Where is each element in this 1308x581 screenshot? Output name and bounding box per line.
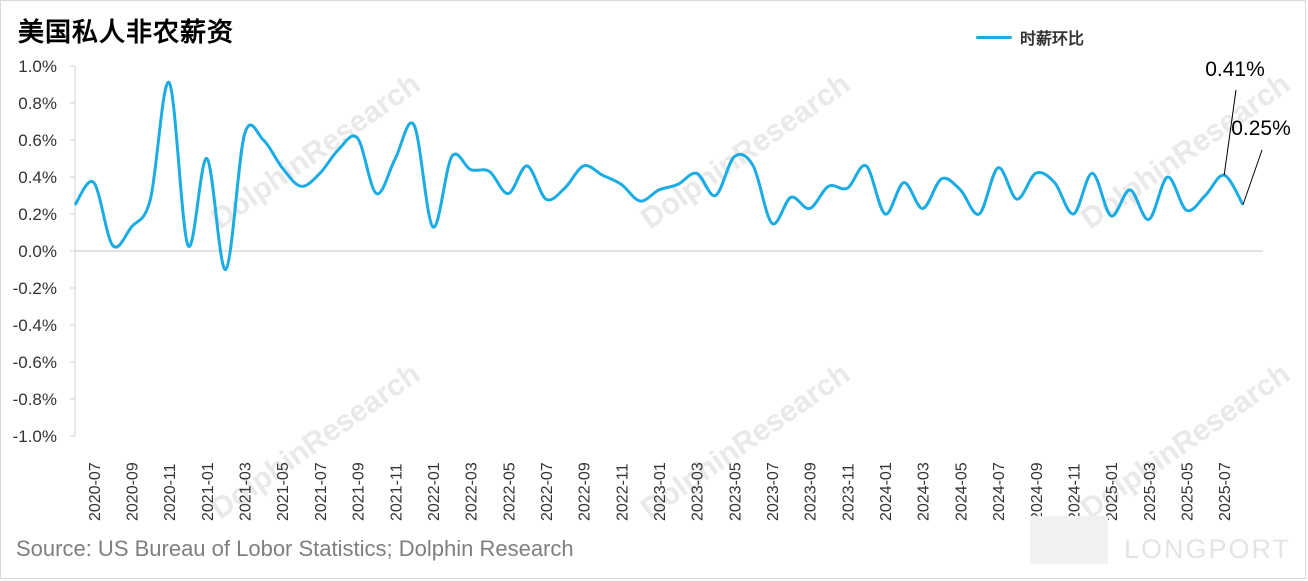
x-tick-label: 2022-03 (464, 462, 481, 521)
x-tick-label: 2025-01 (1104, 462, 1121, 521)
series-layer (73, 81, 1245, 272)
y-tick-label: -0.2% (13, 279, 57, 298)
watermark-text: DolphinResearch (205, 67, 426, 236)
y-tick-label: -0.6% (13, 353, 57, 372)
annotation-label: 0.25% (1231, 117, 1291, 140)
x-tick-label: 2024-01 (878, 462, 895, 521)
x-tick-label: 2021-01 (200, 462, 217, 521)
x-tick-label: 2024-05 (953, 462, 970, 521)
x-tick-label: 2021-03 (238, 462, 255, 521)
x-tick-label: 2023-03 (690, 462, 707, 521)
x-tick-label: 2023-05 (727, 462, 744, 521)
annotation-label: 0.41% (1205, 58, 1265, 81)
x-tick-label: 2025-07 (1217, 462, 1234, 521)
x-tick-label: 2022-01 (426, 462, 443, 521)
y-tick-label: 0.2% (18, 205, 57, 224)
watermark-text: DolphinResearch (635, 67, 856, 236)
y-tick-label: 0.4% (18, 168, 57, 187)
y-tick-label: 0.0% (18, 242, 57, 261)
series-line (73, 81, 1245, 272)
x-tick-label: 2021-11 (388, 463, 405, 521)
x-tick-label: 2025-05 (1179, 462, 1196, 521)
x-tick-label: 2023-07 (765, 462, 782, 521)
x-tick-label: 2024-09 (1029, 462, 1046, 521)
x-tick-label: 2024-07 (991, 462, 1008, 521)
watermark-layer: DolphinResearch DolphinResearch DolphinRes… (205, 67, 1296, 526)
x-tick-label: 2021-05 (275, 462, 292, 521)
x-tick-label: 2023-11 (840, 463, 857, 521)
chart-title: 美国私人非农薪资 (18, 18, 235, 48)
x-tick-label: 2022-11 (614, 463, 631, 521)
y-tick-label: 0.8% (18, 94, 57, 113)
x-tick-label: 2024-11 (1066, 463, 1083, 521)
x-tick-label: 2022-09 (577, 462, 594, 521)
x-tick-label: 2022-07 (539, 462, 556, 521)
x-tick-label: 2021-09 (351, 462, 368, 521)
x-tick-label: 2020-11 (162, 463, 179, 521)
annotation-layer: 0.41% 0.25% (1205, 58, 1291, 205)
y-tick-label: 0.6% (18, 131, 57, 150)
legend-label: 时薪环比 (1020, 29, 1085, 48)
annotation-leader (1223, 89, 1237, 176)
legend-line-swatch (976, 35, 1012, 39)
x-tick-label: 2023-09 (803, 462, 820, 521)
x-tick-label: 2022-05 (501, 462, 518, 521)
x-tick-label: 2020-09 (125, 462, 142, 521)
y-tick-label: -1.0% (13, 427, 57, 446)
source-note: Source: US Bureau of Lobor Statistics; D… (16, 536, 574, 561)
legend: 时薪环比 (976, 26, 1084, 48)
x-axis: 2020-07 2020-09 2020-11 2021-01 2021-03 2021-… (75, 250, 1263, 521)
x-tick-label: 2023-01 (652, 462, 669, 521)
annotation-leader (1242, 149, 1263, 205)
x-tick-label: 2021-07 (313, 462, 330, 521)
brand-logo-mark (1030, 516, 1108, 564)
y-tick-label: -0.4% (13, 316, 57, 335)
x-tick-label: 2025-03 (1142, 462, 1159, 521)
y-axis: 1.0% 0.8% 0.6% 0.4% 0.2% 0.0% -0.2% -0.4% -0.6% -… (13, 57, 76, 446)
x-tick-label: 2024-03 (916, 462, 933, 521)
y-tick-label: 1.0% (18, 57, 57, 76)
brand-watermark: LONGPORT (1124, 534, 1292, 564)
x-tick-label: 2020-07 (87, 462, 104, 521)
y-tick-label: -0.8% (13, 390, 57, 409)
